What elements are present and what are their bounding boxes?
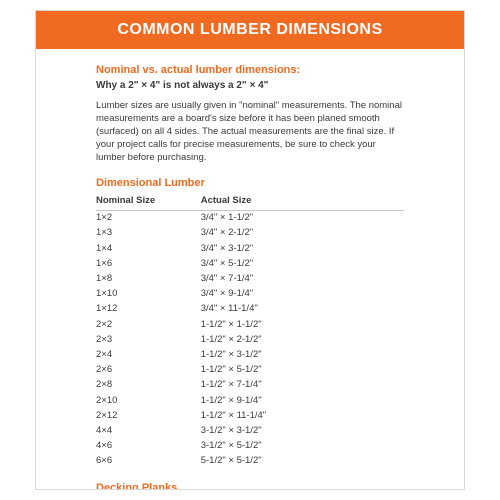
- cell-actual: 3/4" × 9-1/4": [201, 287, 404, 302]
- col-nominal-header: Nominal Size: [96, 193, 201, 210]
- cell-nominal: 1×3: [96, 226, 201, 241]
- lumber-dimensions-card: COMMON LUMBER DIMENSIONS Nominal vs. act…: [35, 10, 465, 490]
- cell-nominal: 2×3: [96, 333, 201, 348]
- cell-nominal: 1×2: [96, 211, 201, 227]
- cell-nominal: 1×8: [96, 272, 201, 287]
- cell-actual: 1-1/2" × 5-1/2": [201, 363, 404, 378]
- table-row: 1×23/4" × 1-1/2": [96, 211, 404, 227]
- cell-nominal: 2×10: [96, 393, 201, 408]
- table-row: 2×61-1/2" × 5-1/2": [96, 363, 404, 378]
- table-row: 1×63/4" × 5-1/2": [96, 257, 404, 272]
- cell-nominal: 1×12: [96, 302, 201, 317]
- cell-nominal: 4×4: [96, 424, 201, 439]
- cell-actual: 1-1/2" × 9-1/4": [201, 393, 404, 408]
- cell-actual: 1-1/2" × 3-1/2": [201, 348, 404, 363]
- table-row: 2×41-1/2" × 3-1/2": [96, 348, 404, 363]
- cell-actual: 3/4" × 3-1/2": [201, 241, 404, 256]
- decking-title: Decking Planks: [96, 481, 404, 490]
- cell-actual: 3/4" × 5-1/2": [201, 257, 404, 272]
- table-row: 1×123/4" × 11-1/4": [96, 302, 404, 317]
- cell-actual: 3/4" × 11-1/4": [201, 302, 404, 317]
- cell-actual: 5-1/2" × 5-1/2": [201, 454, 404, 469]
- cell-actual: 3/4" × 7-1/4": [201, 272, 404, 287]
- nominal-heading: Nominal vs. actual lumber dimensions:: [96, 63, 404, 78]
- nominal-subheading: Why a 2" × 4" is not always a 2" × 4": [96, 79, 404, 93]
- dimensional-table: Nominal Size Actual Size 1×23/4" × 1-1/2…: [96, 193, 404, 469]
- dimensional-title: Dimensional Lumber: [96, 176, 404, 191]
- table-row: 2×81-1/2" × 7-1/4": [96, 378, 404, 393]
- table-row: 6×65-1/2" × 5-1/2": [96, 454, 404, 469]
- card-body: Nominal vs. actual lumber dimensions: Wh…: [36, 49, 464, 490]
- cell-actual: 3/4" × 2-1/2": [201, 226, 404, 241]
- card-header: COMMON LUMBER DIMENSIONS: [36, 11, 464, 49]
- cell-actual: 1-1/2" × 2-1/2": [201, 333, 404, 348]
- table-row: 1×103/4" × 9-1/4": [96, 287, 404, 302]
- table-row: 1×83/4" × 7-1/4": [96, 272, 404, 287]
- table-row: 4×63-1/2" × 5-1/2": [96, 439, 404, 454]
- cell-nominal: 1×10: [96, 287, 201, 302]
- cell-nominal: 1×4: [96, 241, 201, 256]
- cell-actual: 1-1/2" × 11-1/4": [201, 409, 404, 424]
- cell-actual: 3-1/2" × 5-1/2": [201, 439, 404, 454]
- intro-paragraph: Lumber sizes are usually given in "nomin…: [96, 100, 404, 164]
- cell-actual: 1-1/2" × 1-1/2": [201, 317, 404, 332]
- cell-nominal: 4×6: [96, 439, 201, 454]
- cell-nominal: 2×8: [96, 378, 201, 393]
- cell-nominal: 2×2: [96, 317, 201, 332]
- table-row: 1×33/4" × 2-1/2": [96, 226, 404, 241]
- cell-actual: 3-1/2" × 3-1/2": [201, 424, 404, 439]
- table-row: 1×43/4" × 3-1/2": [96, 241, 404, 256]
- table-row: 2×121-1/2" × 11-1/4": [96, 409, 404, 424]
- card-title: COMMON LUMBER DIMENSIONS: [117, 21, 382, 38]
- cell-actual: 3/4" × 1-1/2": [201, 211, 404, 227]
- cell-nominal: 2×12: [96, 409, 201, 424]
- cell-nominal: 2×6: [96, 363, 201, 378]
- cell-nominal: 6×6: [96, 454, 201, 469]
- cell-nominal: 1×6: [96, 257, 201, 272]
- table-row: 2×21-1/2" × 1-1/2": [96, 317, 404, 332]
- cell-nominal: 2×4: [96, 348, 201, 363]
- table-header-row: Nominal Size Actual Size: [96, 193, 404, 210]
- table-row: 4×43-1/2" × 3-1/2": [96, 424, 404, 439]
- table-row: 2×101-1/2" × 9-1/4": [96, 393, 404, 408]
- cell-actual: 1-1/2" × 7-1/4": [201, 378, 404, 393]
- table-row: 2×31-1/2" × 2-1/2": [96, 333, 404, 348]
- col-actual-header: Actual Size: [201, 193, 404, 210]
